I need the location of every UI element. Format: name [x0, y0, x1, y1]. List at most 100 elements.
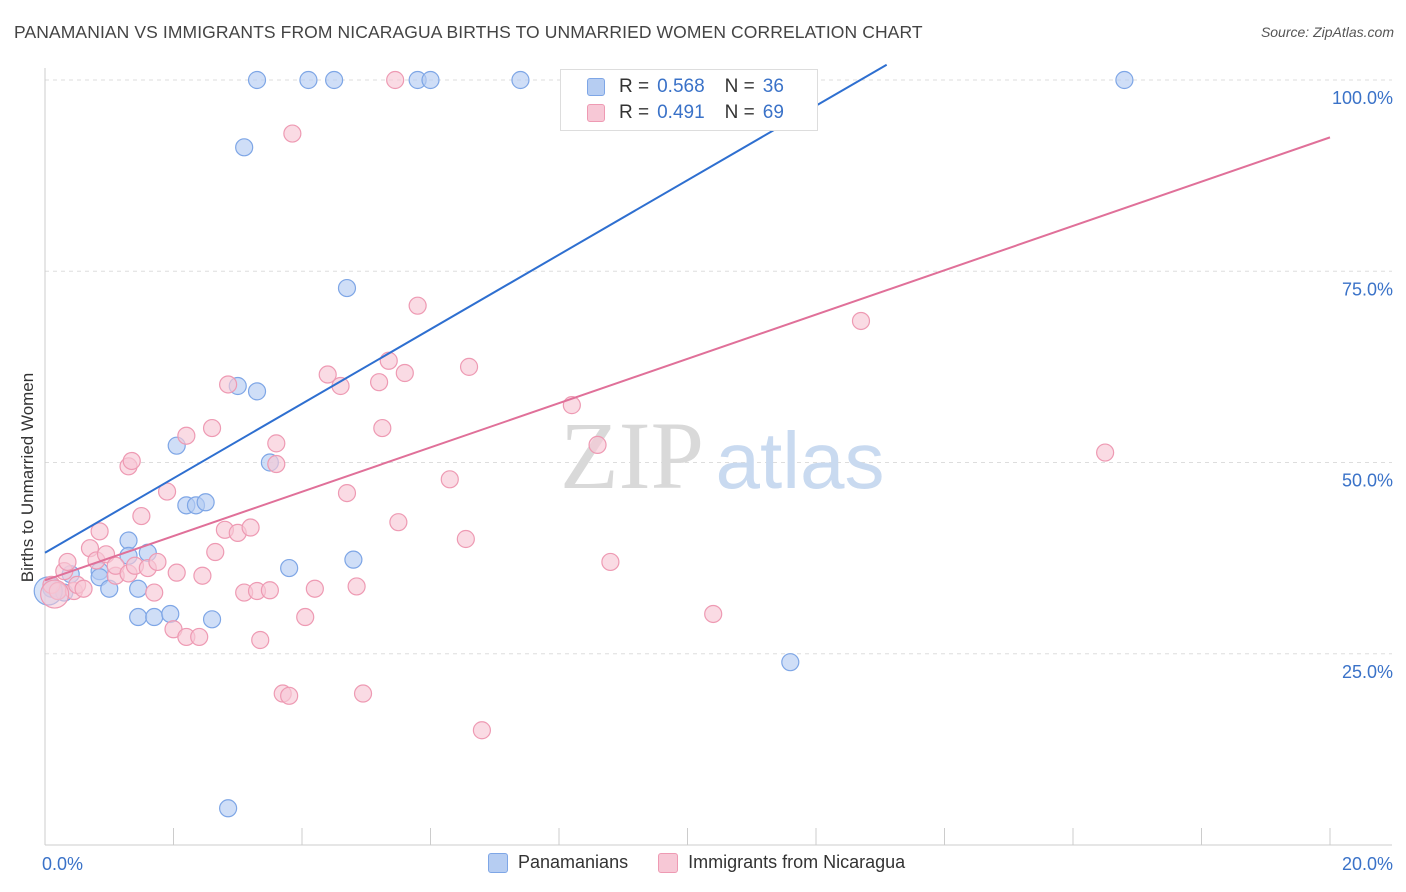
watermark-zip: ZIP — [560, 402, 704, 509]
label-layer: 25.0% 50.0% 75.0% 100.0% 0.0% 20.0% Births to … — [18, 88, 1393, 874]
legend-n-value: 69 — [762, 102, 784, 123]
trend-layer — [44, 63, 1331, 582]
panamanians-point — [129, 607, 148, 627]
grid-layer — [45, 79, 1392, 655]
panamanians-point — [129, 579, 148, 598]
x-tick-label: 20.0% — [1342, 854, 1393, 874]
panamanians-point — [299, 70, 318, 90]
nicaragua-point — [601, 552, 620, 572]
legend-label-nicaragua: Immigrants from Nicaragua — [688, 852, 906, 872]
nicaragua-point — [347, 577, 366, 596]
nicaragua-point — [370, 373, 389, 392]
watermark-atlas: atlas — [716, 416, 885, 505]
points-layer — [33, 70, 1134, 818]
panamanians-point — [421, 70, 440, 90]
panamanians-point — [337, 278, 357, 298]
nicaragua-point — [167, 563, 186, 582]
panamanians-point — [219, 799, 238, 818]
nicaragua-point — [202, 418, 222, 438]
legend-row-nicaragua: R = 0.491 N = 69 — [587, 101, 784, 125]
nicaragua-point — [58, 552, 77, 572]
y-tick-label: 100.0% — [1332, 88, 1393, 108]
legend-item-panamanians: Panamanians — [488, 852, 628, 873]
panamanians-point — [325, 70, 344, 90]
legend-row-panamanians: R = 0.568 N = 36 — [587, 75, 784, 99]
nicaragua-point — [241, 518, 260, 537]
panamanians-point — [247, 70, 267, 90]
nicaragua-point — [193, 566, 212, 585]
panamanians-point — [280, 558, 299, 578]
nicaragua-point — [132, 506, 151, 526]
legend-label-panamanians: Panamanians — [518, 852, 629, 872]
nicaragua-trendline — [44, 136, 1331, 582]
nicaragua-point — [318, 365, 337, 384]
nicaragua-point — [267, 454, 286, 474]
nicaragua-point — [395, 363, 414, 383]
panamanians-point — [145, 607, 164, 627]
y-tick-label: 25.0% — [1342, 662, 1393, 682]
nicaragua-point — [251, 630, 270, 650]
nicaragua-point — [373, 418, 392, 438]
legend-n-label: N = — [724, 102, 755, 123]
x-tick-label: 0.0% — [42, 854, 83, 874]
panamanians-point — [247, 382, 267, 401]
nicaragua-point — [219, 375, 238, 394]
nicaragua-point — [148, 552, 167, 572]
legend-item-nicaragua: Immigrants from Nicaragua — [658, 852, 905, 873]
nicaragua-point — [389, 513, 408, 532]
nicaragua-point — [456, 529, 475, 549]
nicaragua-point — [704, 604, 723, 624]
nicaragua-point — [353, 684, 373, 703]
nicaragua-point — [588, 435, 607, 455]
nicaragua-point — [379, 351, 398, 370]
nicaragua-point — [267, 434, 286, 453]
source-label: Source: ZipAtlas.com — [1260, 24, 1394, 40]
legend-n-label: N = — [724, 76, 755, 97]
y-tick-label: 75.0% — [1342, 279, 1393, 299]
legend-r-label: R = — [619, 76, 650, 97]
nicaragua-point — [283, 124, 302, 143]
nicaragua-point — [331, 376, 350, 396]
panamanians-point — [235, 138, 254, 157]
panamanians-point — [119, 531, 138, 550]
nicaragua-point — [337, 484, 357, 503]
nicaragua-point — [280, 686, 299, 705]
chart-title: PANAMANIAN VS IMMIGRANTS FROM NICARAGUA … — [14, 22, 923, 42]
nicaragua-point — [145, 583, 164, 602]
series-legend: Panamanians Immigrants from Nicaragua — [488, 852, 935, 873]
nicaragua-point — [74, 579, 93, 598]
nicaragua-point — [408, 296, 427, 315]
nicaragua-point — [260, 581, 279, 600]
legend-r-value: 0.568 — [657, 76, 705, 97]
legend-swatch-pink — [658, 852, 679, 873]
nicaragua-point — [1096, 443, 1115, 462]
panamanians-point — [1115, 70, 1134, 90]
legend-swatch-pink — [587, 104, 605, 122]
nicaragua-point — [190, 627, 209, 647]
correlation-legend: R = 0.568 N = 36 R = 0.491 N = 69 — [560, 69, 818, 131]
panamanians-point — [202, 610, 222, 629]
nicaragua-point — [206, 542, 225, 562]
panamanians-trendline — [44, 63, 888, 554]
y-axis-title: Births to Unmarried Women — [18, 373, 37, 582]
panamanians-point — [511, 70, 530, 90]
nicaragua-point — [177, 426, 196, 445]
nicaragua-point — [305, 579, 324, 598]
nicaragua-point — [472, 721, 491, 740]
nicaragua-point — [296, 607, 315, 627]
legend-r-value: 0.491 — [657, 102, 705, 123]
nicaragua-point — [851, 311, 871, 331]
panamanians-point — [781, 653, 800, 672]
nicaragua-point — [40, 579, 70, 609]
nicaragua-point — [440, 470, 459, 489]
axis-layer — [44, 68, 1392, 846]
legend-swatch-blue — [488, 852, 508, 873]
legend-r-label: R = — [619, 102, 650, 123]
nicaragua-point — [459, 357, 479, 376]
watermark: ZIP atlas — [560, 402, 884, 509]
legend-n-value: 36 — [762, 76, 784, 97]
nicaragua-point — [122, 451, 141, 471]
legend-swatch-blue — [587, 78, 605, 96]
y-tick-label: 50.0% — [1342, 471, 1393, 491]
